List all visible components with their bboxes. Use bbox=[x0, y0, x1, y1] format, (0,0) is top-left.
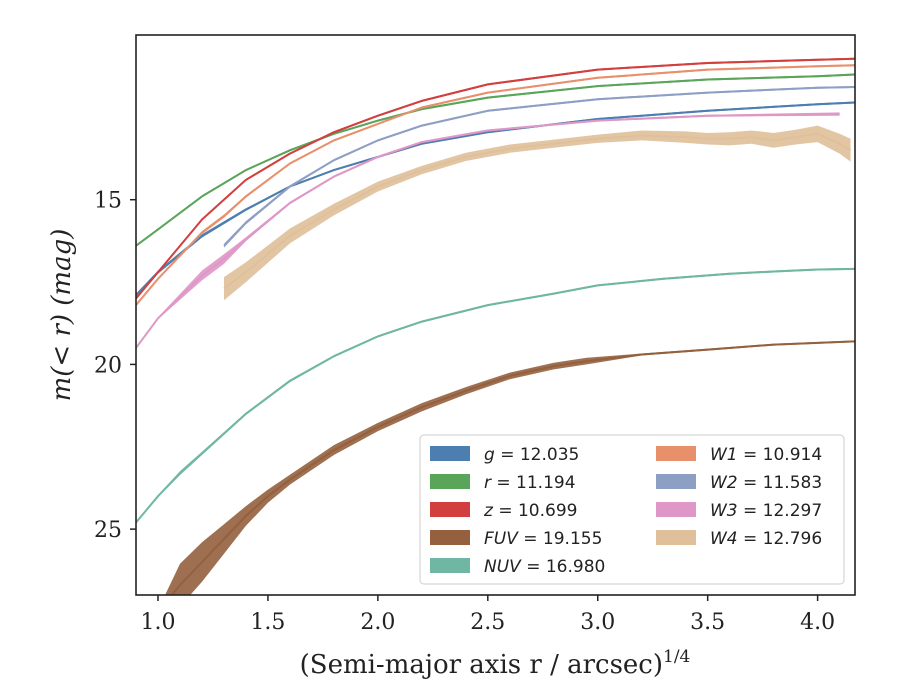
legend-label-z: z = 10.699 bbox=[483, 501, 577, 521]
x-axis-label-main: (Semi-major axis r / arcsec) bbox=[300, 650, 663, 680]
legend-swatch-r bbox=[430, 474, 470, 489]
legend-label-g: g = 12.035 bbox=[484, 445, 579, 465]
legend-label-nuv: NUV = 16.980 bbox=[484, 557, 605, 577]
x-tick-label: 4.0 bbox=[800, 610, 835, 635]
y-tick-label: 20 bbox=[94, 353, 122, 378]
legend-swatch-nuv bbox=[430, 558, 470, 573]
legend-label-w4: W4 = 12.796 bbox=[710, 529, 822, 549]
legend-label-r: r = 11.194 bbox=[484, 473, 576, 493]
legend-label-fuv: FUV = 19.155 bbox=[484, 529, 602, 549]
y-tick-label: 25 bbox=[94, 518, 122, 543]
series-line-r bbox=[136, 73, 855, 247]
series-line-w1 bbox=[136, 64, 855, 306]
legend-swatch-w1 bbox=[656, 446, 696, 461]
series-band-r bbox=[136, 73, 855, 247]
x-tick-label: 2.5 bbox=[470, 610, 505, 635]
legend: g = 12.035 r = 11.194 z = 10.699 FUV = 19.1… bbox=[419, 434, 845, 585]
x-axis-label-superscript: 1/4 bbox=[663, 647, 690, 667]
y-tick-label: 15 bbox=[94, 189, 122, 214]
x-axis-ticks: 1.0 1.5 2.0 2.5 3.0 3.5 4.0 bbox=[140, 595, 835, 635]
series-band-w4 bbox=[224, 125, 851, 301]
series-line-w3 bbox=[136, 113, 840, 349]
legend-label-w1: W1 = 10.914 bbox=[710, 445, 822, 465]
x-tick-label: 2.0 bbox=[360, 610, 395, 635]
y-axis-label: m(< r) (mag) bbox=[47, 229, 77, 402]
legend-swatch-z bbox=[430, 502, 470, 517]
legend-label-w2: W2 = 11.583 bbox=[710, 473, 822, 493]
plot-frame bbox=[135, 34, 856, 596]
legend-swatch-g bbox=[430, 446, 470, 461]
curves-layer bbox=[136, 57, 855, 595]
legend-box bbox=[419, 434, 845, 585]
series-band-fuv bbox=[165, 340, 855, 595]
x-tick-label: 1.0 bbox=[140, 610, 175, 635]
legend-label-w3: W3 = 12.297 bbox=[710, 501, 822, 521]
series-line-z bbox=[136, 57, 855, 300]
legend-swatch-w2 bbox=[656, 474, 696, 489]
x-tick-label: 3.5 bbox=[690, 610, 725, 635]
legend-swatch-w4 bbox=[656, 530, 696, 545]
x-tick-label: 3.0 bbox=[580, 610, 615, 635]
legend-swatch-fuv bbox=[430, 530, 470, 545]
series-line-nuv bbox=[136, 267, 855, 524]
y-axis-ticks: 15 20 25 bbox=[94, 189, 136, 543]
x-tick-label: 1.5 bbox=[250, 610, 285, 635]
series-band-z bbox=[136, 57, 855, 300]
x-axis-label: (Semi-major axis r / arcsec)1/4 bbox=[300, 647, 691, 680]
series-line-fuv bbox=[170, 340, 855, 595]
series-line-w4 bbox=[223, 132, 852, 290]
series-band-w3 bbox=[136, 112, 840, 349]
legend-swatch-w3 bbox=[656, 502, 696, 517]
series-line-w2 bbox=[223, 86, 855, 247]
